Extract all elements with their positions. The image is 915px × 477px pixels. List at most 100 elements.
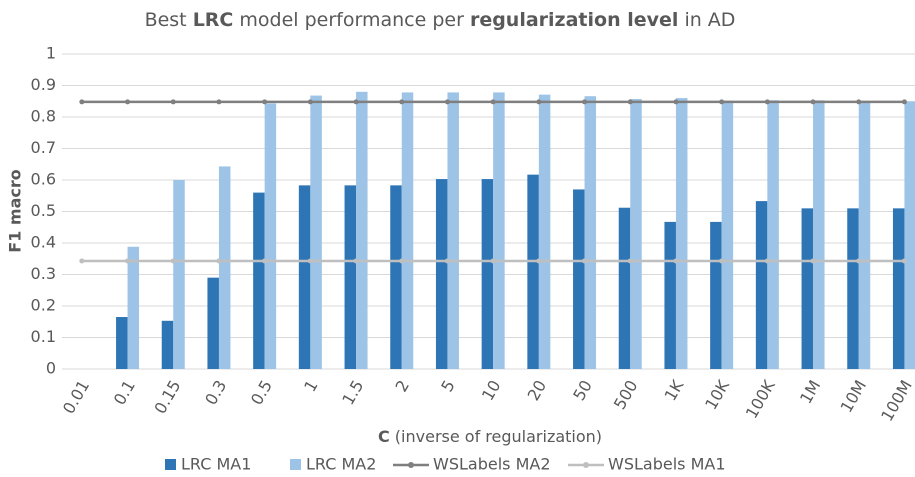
marker <box>170 258 176 264</box>
bar <box>253 192 265 369</box>
bar <box>755 201 768 369</box>
bar <box>390 185 402 369</box>
marker <box>125 99 131 105</box>
y-axis-label: F1 macro <box>6 169 25 252</box>
y-tick-label: 0.9 <box>31 75 56 94</box>
marker <box>216 258 222 264</box>
bar <box>218 166 231 369</box>
bar <box>356 91 368 370</box>
marker <box>719 258 725 264</box>
bar <box>801 208 814 369</box>
marker <box>307 258 313 264</box>
marker <box>901 258 907 264</box>
bar <box>310 95 322 369</box>
bar <box>127 246 140 369</box>
chart-title: Best LRC model performance per regulariz… <box>145 9 736 31</box>
marker <box>79 258 85 264</box>
y-tick-label: 0 <box>46 359 56 378</box>
marker <box>444 258 450 264</box>
marker <box>79 99 85 105</box>
title-part: model performance per <box>233 9 470 31</box>
bar <box>573 189 585 369</box>
marker <box>582 258 588 264</box>
title-part: regularization level <box>470 9 678 31</box>
marker <box>810 99 816 105</box>
y-tick-label: 0.8 <box>31 107 56 126</box>
legend: LRC MA1 LRC MA2 WSLabels MA2 WSLabels MA1 <box>165 455 726 474</box>
y-tick-label: 0.7 <box>31 138 56 157</box>
marker <box>536 99 542 105</box>
bar <box>207 277 219 369</box>
y-tick-label: 1 <box>46 44 56 63</box>
bar <box>161 320 174 369</box>
bar <box>401 92 414 370</box>
marker <box>901 99 907 105</box>
bar <box>264 103 277 369</box>
marker <box>490 99 496 105</box>
bar <box>173 180 185 369</box>
bar <box>847 208 859 369</box>
marker <box>856 258 862 264</box>
marker <box>627 99 633 105</box>
plot <box>79 91 915 370</box>
bar <box>298 185 311 369</box>
bar <box>675 98 688 369</box>
legend-label: WSLabels MA1 <box>608 455 726 474</box>
title-part: Best <box>145 9 193 31</box>
title-part: LRC <box>193 9 234 31</box>
marker <box>353 258 359 264</box>
bar <box>904 101 915 369</box>
marker <box>764 258 770 264</box>
bar <box>618 207 631 369</box>
bar <box>710 221 722 369</box>
marker <box>216 99 222 105</box>
bar <box>493 92 505 370</box>
y-tick-label: 0.4 <box>31 233 56 252</box>
legend-label: LRC MA1 <box>181 455 251 474</box>
marker <box>719 99 725 105</box>
marker <box>856 99 862 105</box>
bar <box>584 96 597 370</box>
title-part: in AD <box>678 9 735 31</box>
bar <box>858 101 871 369</box>
marker <box>262 99 268 105</box>
marker <box>536 258 542 264</box>
bar <box>481 179 494 369</box>
marker <box>810 258 816 264</box>
bar <box>813 100 825 370</box>
marker <box>627 258 633 264</box>
marker <box>262 258 268 264</box>
legend-swatch <box>408 462 414 468</box>
bar <box>116 317 128 369</box>
y-tick-label: 0.1 <box>31 327 56 346</box>
x-label-part: (inverse of regularization) <box>390 427 602 446</box>
y-tick-label: 0.2 <box>31 296 56 315</box>
bar <box>538 94 551 369</box>
bar <box>767 100 779 370</box>
bar <box>447 92 459 370</box>
marker <box>582 99 588 105</box>
legend-swatch <box>290 459 301 470</box>
bar <box>892 208 905 369</box>
bar <box>664 221 676 369</box>
marker <box>673 99 679 105</box>
x-axis-label: C (inverse of regularization) <box>378 427 602 446</box>
bar <box>721 100 734 370</box>
marker <box>673 258 679 264</box>
marker <box>353 99 359 105</box>
x-label-part: C <box>378 427 390 446</box>
legend-label: WSLabels MA2 <box>433 455 551 474</box>
marker <box>307 99 313 105</box>
marker <box>170 99 176 105</box>
marker <box>125 258 131 264</box>
marker <box>764 99 770 105</box>
marker <box>490 258 496 264</box>
y-tick-label: 0.6 <box>31 170 56 189</box>
bar <box>344 185 357 369</box>
marker <box>399 258 405 264</box>
legend-swatch <box>165 459 176 470</box>
legend-swatch <box>583 462 589 468</box>
marker <box>399 99 405 105</box>
marker <box>444 99 450 105</box>
